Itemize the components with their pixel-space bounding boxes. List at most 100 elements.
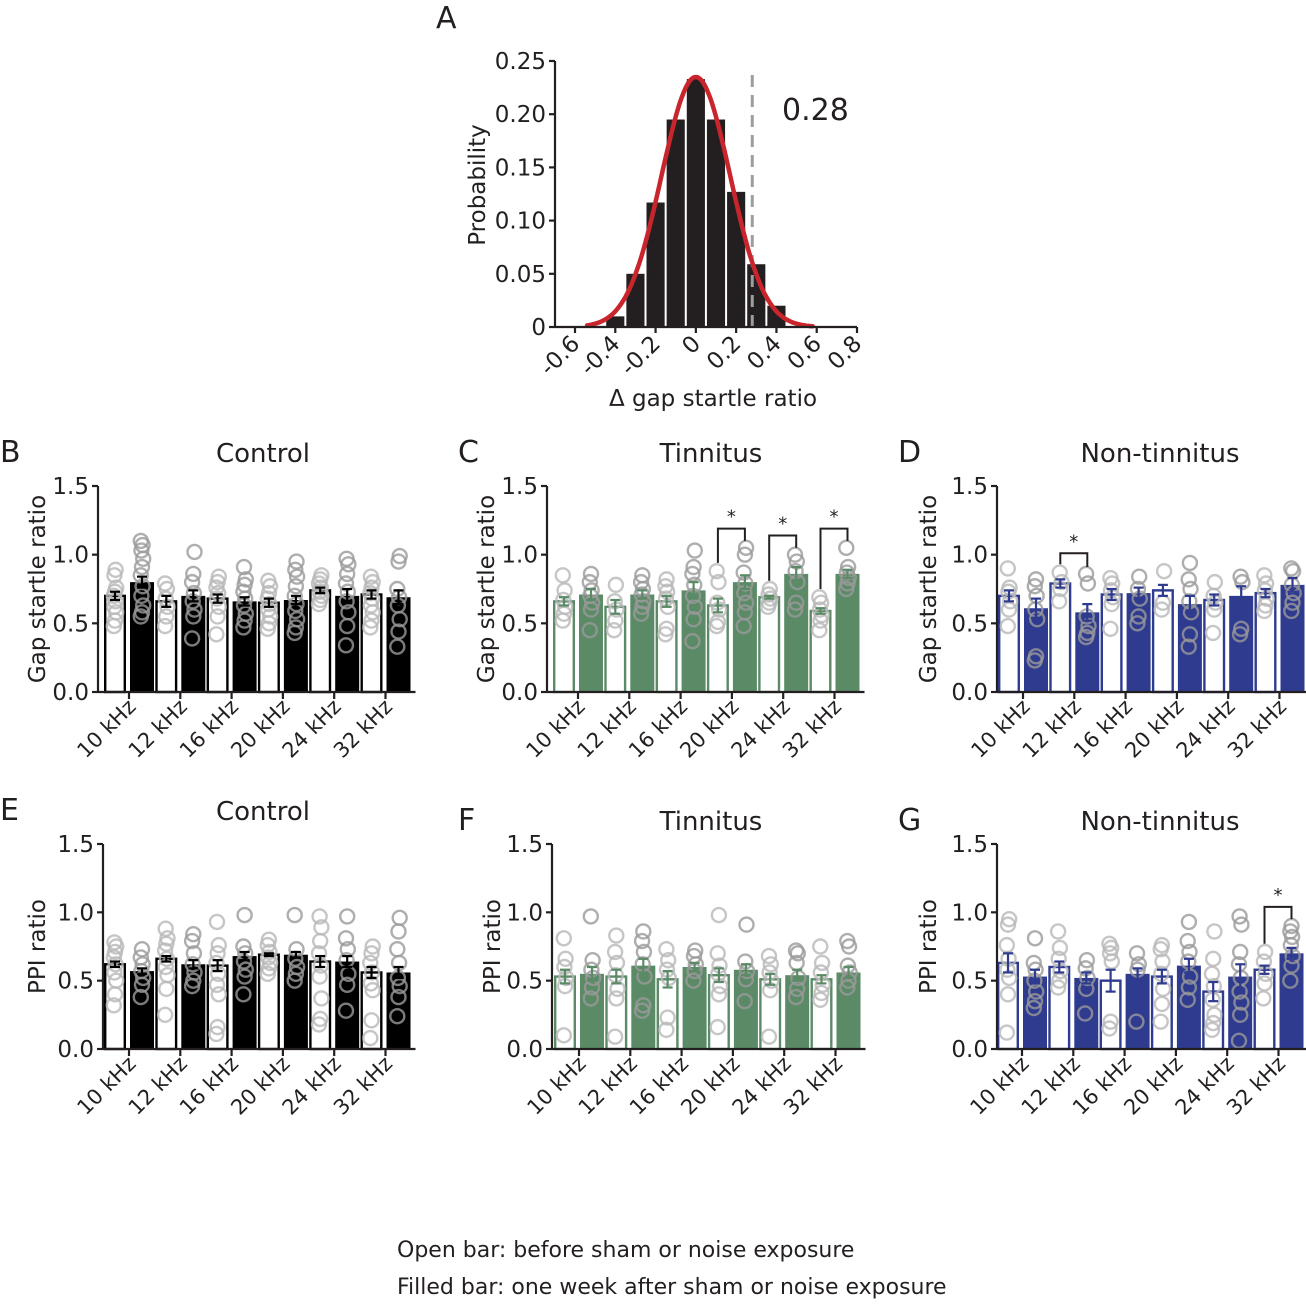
significance-bracket	[768, 534, 798, 581]
data-point	[337, 1002, 355, 1019]
data-point	[658, 571, 675, 588]
y-tick-label: 1.5	[501, 474, 538, 500]
data-point	[555, 591, 572, 609]
y-tick-label: 1.0	[57, 900, 94, 926]
y-tick-label: 0.5	[501, 611, 538, 637]
data-point	[210, 936, 228, 954]
data-point	[1284, 594, 1301, 611]
data-point	[210, 568, 228, 585]
data-point	[737, 539, 755, 556]
x-tick-label: 32 kHz	[1222, 1052, 1290, 1120]
data-point	[1180, 979, 1198, 996]
data-point	[261, 608, 279, 625]
data-point	[636, 968, 653, 985]
data-point	[209, 1018, 226, 1036]
y-axis-title: Gap startle ratio	[25, 495, 51, 683]
data-point	[391, 977, 408, 995]
data-point	[685, 558, 702, 576]
data-point	[736, 992, 753, 1010]
bar-after	[1229, 595, 1254, 692]
panel-letter-g: G	[898, 803, 921, 838]
data-point	[1204, 624, 1222, 642]
data-point	[1079, 624, 1096, 642]
data-point	[1079, 575, 1097, 592]
data-point	[1179, 991, 1196, 1008]
y-tick-label: 0.0	[951, 1037, 988, 1063]
data-point	[685, 611, 702, 628]
y-tick-label: 0.0	[52, 680, 89, 706]
bar-after	[130, 582, 154, 692]
data-point	[1102, 1013, 1119, 1030]
data-point	[557, 950, 574, 967]
data-point	[260, 572, 277, 589]
data-point	[634, 567, 651, 584]
data-point	[1049, 923, 1067, 940]
data-point	[709, 613, 727, 631]
significance-bracket	[819, 527, 849, 589]
data-point	[1182, 604, 1200, 621]
data-point	[555, 1027, 572, 1044]
y-tick-label: 1.5	[57, 832, 94, 858]
data-point	[998, 936, 1015, 954]
data-point	[1026, 992, 1044, 1010]
data-point	[811, 622, 828, 639]
data-point	[1053, 573, 1070, 591]
data-point	[1206, 923, 1223, 940]
x-tick-label: 0.6	[783, 331, 827, 375]
data-point	[158, 608, 175, 625]
y-tick-label: 1.5	[52, 474, 89, 500]
y-tick-label: 0.0	[951, 680, 988, 706]
data-point	[1101, 1020, 1118, 1037]
data-point	[185, 926, 202, 943]
data-point	[389, 580, 406, 598]
data-point	[132, 988, 150, 1006]
y-tick-label: 0.10	[495, 209, 546, 235]
x-tick-label: 0.2	[702, 331, 746, 375]
data-point	[1256, 567, 1273, 584]
data-point	[1231, 908, 1248, 925]
data-point	[362, 1029, 379, 1047]
data-point	[582, 565, 600, 583]
data-point	[1232, 620, 1250, 638]
data-point	[788, 594, 805, 611]
data-point	[208, 1025, 225, 1043]
data-point	[1080, 617, 1097, 635]
data-point	[1283, 602, 1300, 620]
data-point	[107, 972, 125, 989]
data-point	[337, 930, 355, 947]
data-point	[185, 972, 202, 989]
data-point	[813, 954, 831, 972]
data-point	[1284, 947, 1301, 965]
data-point	[584, 951, 601, 969]
data-point	[156, 575, 174, 592]
x-axis-title: Δ gap startle ratio	[609, 386, 817, 412]
significance-bracket	[1263, 905, 1293, 944]
data-point	[208, 976, 226, 993]
y-tick-label: 1.5	[506, 832, 543, 858]
x-tick-label: 32 kHz	[1223, 695, 1291, 763]
data-point	[159, 598, 176, 616]
data-point	[1130, 956, 1148, 973]
data-point	[685, 972, 702, 989]
y-tick-label: 1.0	[506, 900, 543, 926]
data-point	[1233, 916, 1250, 933]
threshold-label: 0.28	[782, 93, 849, 128]
data-point	[709, 1018, 726, 1036]
data-point	[364, 982, 381, 999]
data-point	[811, 601, 829, 618]
bar-after	[130, 971, 154, 1049]
y-tick-label: 0.5	[951, 611, 988, 637]
data-point	[1026, 930, 1044, 947]
data-point	[132, 532, 150, 550]
data-point	[558, 969, 575, 987]
histogram-bar	[706, 119, 726, 328]
data-point	[157, 920, 174, 937]
y-tick-label: 1.0	[501, 543, 538, 569]
data-point	[337, 575, 355, 592]
data-point	[1181, 968, 1199, 985]
data-point	[999, 560, 1016, 577]
data-point	[236, 906, 253, 924]
data-point	[1027, 983, 1045, 1000]
data-point	[1028, 611, 1046, 628]
